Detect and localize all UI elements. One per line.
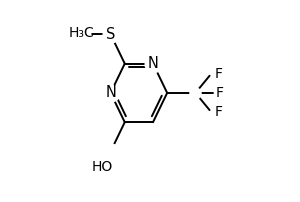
Text: S: S <box>106 27 115 42</box>
Text: F: F <box>214 67 223 81</box>
Text: HO: HO <box>92 160 113 174</box>
Text: F: F <box>214 105 223 119</box>
Text: H₃C: H₃C <box>68 26 94 40</box>
Text: N: N <box>105 85 116 100</box>
Text: F: F <box>216 86 224 100</box>
Text: N: N <box>148 56 158 71</box>
